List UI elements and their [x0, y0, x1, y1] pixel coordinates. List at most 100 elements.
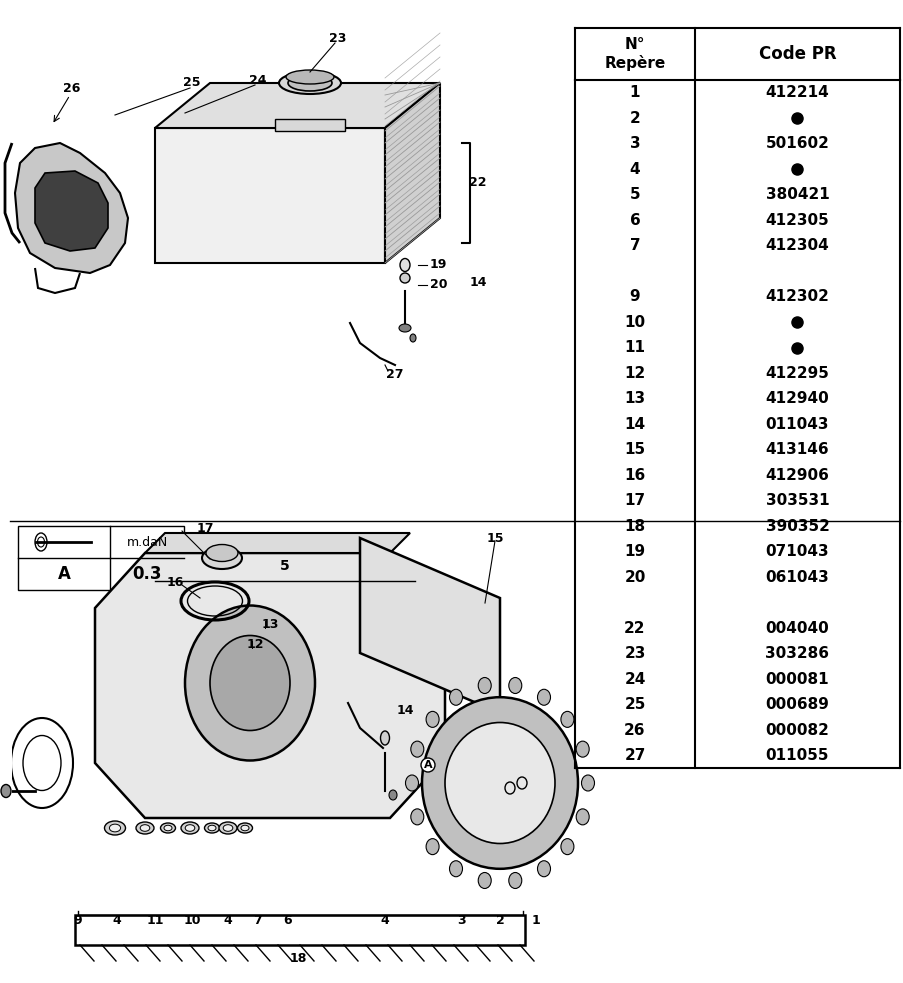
Text: 303286: 303286 — [765, 646, 829, 662]
Ellipse shape — [285, 70, 333, 84]
Ellipse shape — [478, 677, 490, 693]
Text: Code PR: Code PR — [758, 45, 835, 63]
Text: 17: 17 — [196, 522, 213, 535]
Polygon shape — [385, 83, 440, 263]
Text: 501602: 501602 — [765, 137, 829, 151]
Ellipse shape — [508, 677, 521, 693]
Text: 4: 4 — [223, 914, 232, 928]
Ellipse shape — [181, 822, 199, 834]
Text: 27: 27 — [386, 369, 404, 381]
Text: 011055: 011055 — [765, 748, 828, 763]
Text: 390352: 390352 — [765, 519, 829, 534]
Ellipse shape — [537, 861, 550, 877]
Ellipse shape — [201, 547, 242, 569]
Text: 10: 10 — [183, 914, 200, 928]
Text: 412302: 412302 — [765, 289, 829, 305]
Text: 071043: 071043 — [765, 545, 828, 559]
Text: 18: 18 — [289, 953, 306, 965]
Text: 412304: 412304 — [765, 238, 828, 254]
Ellipse shape — [241, 826, 248, 831]
Ellipse shape — [206, 545, 237, 561]
Text: 011043: 011043 — [765, 417, 828, 432]
Text: 14: 14 — [624, 417, 645, 432]
Text: 000081: 000081 — [765, 671, 828, 687]
Ellipse shape — [398, 324, 411, 332]
Text: 004040: 004040 — [765, 620, 828, 636]
Text: 412940: 412940 — [765, 391, 828, 406]
Text: 9: 9 — [629, 289, 639, 305]
Text: 20: 20 — [430, 278, 447, 292]
Bar — [275, 119, 345, 131]
Polygon shape — [359, 538, 499, 713]
Text: 26: 26 — [624, 723, 645, 738]
Ellipse shape — [581, 775, 594, 791]
Text: 19: 19 — [430, 259, 447, 271]
Ellipse shape — [444, 723, 554, 843]
Text: 0.3: 0.3 — [132, 565, 162, 583]
Ellipse shape — [204, 823, 219, 833]
Text: 6: 6 — [284, 914, 292, 928]
Text: 20: 20 — [624, 570, 645, 585]
Ellipse shape — [163, 826, 172, 831]
Ellipse shape — [449, 861, 462, 877]
Ellipse shape — [422, 697, 577, 869]
Text: 19: 19 — [624, 545, 645, 559]
Text: 303531: 303531 — [765, 493, 828, 508]
Polygon shape — [35, 171, 107, 251]
Text: 412305: 412305 — [765, 212, 828, 228]
Ellipse shape — [410, 741, 424, 757]
Text: 23: 23 — [624, 646, 645, 662]
Text: 413146: 413146 — [765, 442, 828, 457]
Text: 16: 16 — [166, 576, 183, 590]
Text: 6: 6 — [628, 212, 639, 228]
Polygon shape — [95, 553, 444, 818]
Ellipse shape — [380, 731, 389, 745]
Text: 27: 27 — [624, 748, 645, 763]
Text: 4: 4 — [113, 914, 121, 928]
Ellipse shape — [185, 825, 194, 832]
Text: 1: 1 — [531, 914, 540, 928]
Bar — [18, 526, 184, 590]
Text: 2: 2 — [628, 111, 639, 126]
Text: 22: 22 — [469, 177, 486, 190]
Text: 5: 5 — [280, 559, 290, 573]
Text: 3: 3 — [629, 137, 639, 151]
Ellipse shape — [425, 838, 439, 854]
Text: 13: 13 — [624, 391, 645, 406]
Bar — [75, 915, 525, 945]
Text: A: A — [58, 565, 70, 583]
Text: 000689: 000689 — [765, 697, 829, 713]
Ellipse shape — [209, 635, 290, 730]
Polygon shape — [154, 83, 440, 128]
Text: A: A — [424, 760, 432, 770]
Bar — [0, 583, 12, 933]
Ellipse shape — [560, 838, 573, 854]
Ellipse shape — [388, 790, 396, 800]
Text: 7: 7 — [629, 238, 639, 254]
Ellipse shape — [279, 72, 340, 94]
Text: 16: 16 — [624, 468, 645, 483]
Ellipse shape — [219, 822, 237, 834]
Ellipse shape — [288, 75, 331, 91]
Ellipse shape — [560, 712, 573, 727]
Ellipse shape — [109, 824, 120, 832]
Ellipse shape — [185, 606, 314, 761]
Polygon shape — [154, 128, 385, 263]
Ellipse shape — [105, 821, 126, 835]
Ellipse shape — [575, 809, 589, 825]
Ellipse shape — [237, 823, 252, 833]
Text: 17: 17 — [624, 493, 645, 508]
Text: 11: 11 — [146, 914, 163, 928]
Text: 380421: 380421 — [765, 187, 828, 202]
Ellipse shape — [478, 873, 490, 889]
Text: 2: 2 — [495, 914, 504, 928]
Ellipse shape — [508, 873, 521, 889]
Text: 24: 24 — [624, 671, 645, 687]
Ellipse shape — [223, 825, 233, 832]
Text: 1: 1 — [629, 86, 639, 100]
Text: 12: 12 — [624, 366, 645, 380]
Text: 3: 3 — [457, 914, 466, 928]
Text: 15: 15 — [624, 442, 645, 457]
Ellipse shape — [399, 273, 410, 283]
Text: 26: 26 — [63, 82, 80, 94]
